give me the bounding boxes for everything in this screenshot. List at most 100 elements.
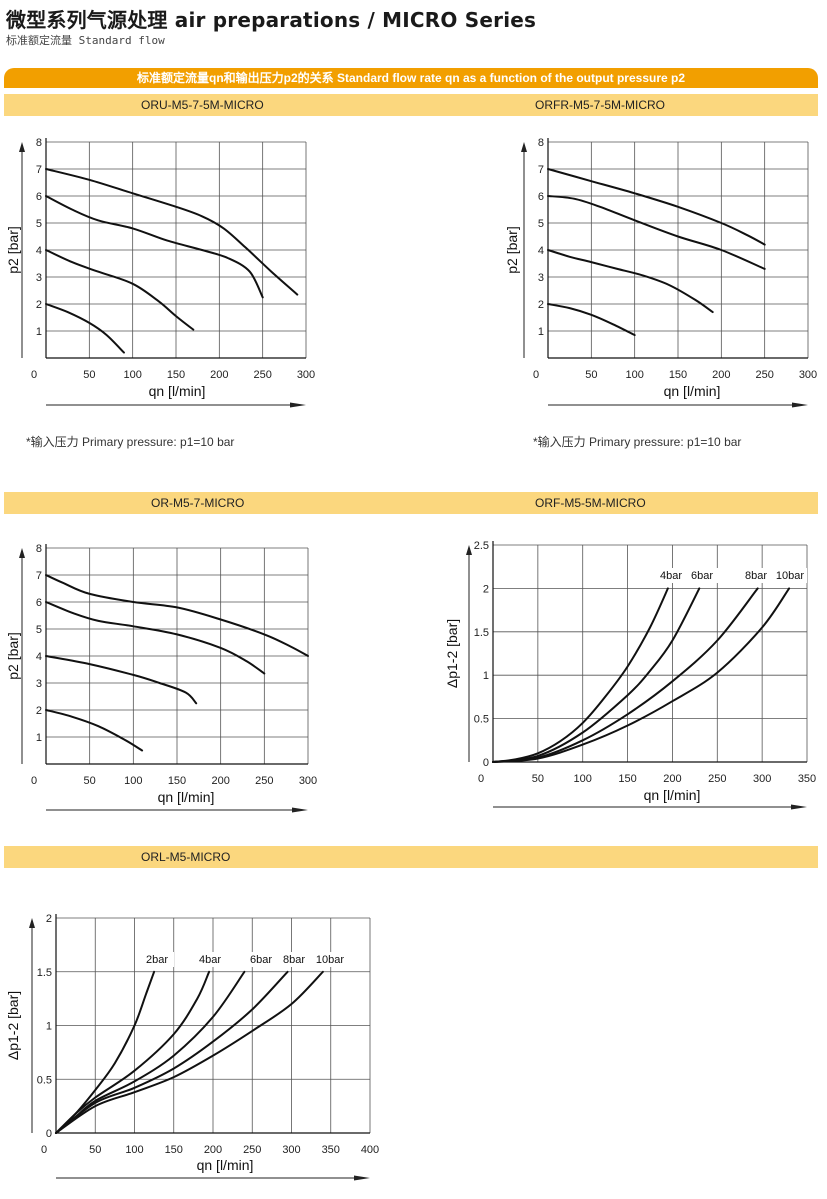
y-tick-label: 8: [36, 137, 42, 149]
series-label-bg: [140, 952, 174, 967]
y-tick-label: 2.5: [474, 540, 489, 552]
x-axis-label: qn [l/min]: [158, 789, 215, 805]
x-tick-label: 100: [123, 369, 141, 381]
y-tick-label: 1.5: [474, 627, 489, 639]
x-tick-label: 250: [243, 1144, 261, 1156]
series-line: [45, 303, 125, 354]
footnote-primary-pressure-left: *输入压力 Primary pressure: p1=10 bar: [26, 435, 235, 449]
x-arrow-head: [290, 402, 306, 408]
y-tick-label: 2: [36, 299, 42, 311]
series-line: [492, 587, 701, 763]
series-line: [45, 709, 144, 752]
x-tick-label: 300: [299, 775, 317, 787]
chart-title-orf: ORF-M5-5M-MICRO: [535, 496, 646, 510]
x-tick-label: 300: [799, 369, 817, 381]
y-tick-label: 1: [538, 326, 544, 338]
chart-title-or: OR-M5-7-MICRO: [151, 496, 245, 510]
y-tick-label: 8: [36, 543, 42, 555]
page-subtitle: 标准额定流量 Standard flow: [6, 34, 165, 47]
x-tick-label: 200: [712, 369, 730, 381]
y-tick-label: 2: [46, 913, 52, 925]
series-line: [547, 303, 636, 337]
x-tick-label: 0: [31, 369, 37, 381]
chart-title-band-1: ORU-M5-7-5M-MICRO ORFR-M5-7-5M-MICRO: [4, 94, 818, 116]
series-label: 10bar: [776, 570, 804, 582]
series-label: 8bar: [745, 570, 767, 582]
chart-title-band-3: ORL-M5-MICRO: [4, 846, 818, 868]
y-tick-label: 0.5: [474, 714, 489, 726]
y-tick-label: 1: [36, 732, 42, 744]
y-tick-label: 2: [483, 583, 489, 595]
section-heading: 标准额定流量qn和输出压力p2的关系 Standard flow rate qn…: [4, 68, 818, 88]
x-tick-label: 250: [708, 773, 726, 785]
series-label: 8bar: [283, 954, 305, 966]
chart-title-orl: ORL-M5-MICRO: [141, 850, 231, 864]
x-arrow-head: [791, 804, 807, 810]
y-tick-label: 4: [538, 245, 544, 257]
y-tick-label: 0: [46, 1128, 52, 1140]
series-label-bg: [739, 568, 773, 583]
y-tick-label: 6: [36, 597, 42, 609]
series-line: [55, 970, 324, 1134]
x-arrow-head: [354, 1175, 370, 1181]
y-tick-label: 3: [36, 678, 42, 690]
y-tick-label: 8: [538, 137, 544, 149]
y-arrow-head: [29, 918, 35, 928]
x-tick-label: 150: [167, 369, 185, 381]
series-label: 4bar: [660, 570, 682, 582]
x-tick-label: 350: [798, 773, 816, 785]
y-tick-label: 2: [538, 299, 544, 311]
series-line: [45, 601, 266, 675]
y-tick-label: 5: [36, 218, 42, 230]
y-tick-label: 4: [36, 245, 42, 257]
series-line: [492, 587, 791, 763]
footnote-primary-pressure-right: *输入压力 Primary pressure: p1=10 bar: [533, 435, 742, 449]
x-tick-label: 100: [125, 1144, 143, 1156]
series-label: 10bar: [316, 954, 344, 966]
x-tick-label: 50: [89, 1144, 101, 1156]
series-label-bg: [193, 952, 227, 967]
x-tick-label: 150: [618, 773, 636, 785]
y-axis-label: Δp1-2 [bar]: [5, 991, 21, 1060]
y-tick-label: 6: [538, 191, 544, 203]
x-tick-label: 0: [31, 775, 37, 787]
y-tick-label: 1: [483, 670, 489, 682]
y-axis-label: p2 [bar]: [5, 226, 21, 273]
y-axis-label: Δp1-2 [bar]: [444, 619, 460, 688]
x-tick-label: 200: [204, 1144, 222, 1156]
y-tick-label: 7: [36, 164, 42, 176]
chart-title-band-2: OR-M5-7-MICRO ORF-M5-5M-MICRO: [4, 492, 818, 514]
x-arrow-head: [292, 807, 308, 813]
x-tick-label: 250: [755, 369, 773, 381]
series-line: [45, 574, 309, 657]
y-tick-label: 0.5: [37, 1074, 52, 1086]
series-line: [492, 587, 669, 763]
y-tick-label: 5: [36, 624, 42, 636]
y-tick-label: 3: [36, 272, 42, 284]
series-label: 6bar: [250, 954, 272, 966]
series-label-bg: [654, 568, 688, 583]
series-line: [45, 195, 264, 299]
x-axis-label: qn [l/min]: [644, 787, 701, 803]
y-axis-label: p2 [bar]: [504, 226, 520, 273]
x-axis-label: qn [l/min]: [149, 383, 206, 399]
series-line: [547, 249, 714, 314]
series-label-bg: [685, 568, 719, 583]
x-tick-label: 0: [533, 369, 539, 381]
y-tick-label: 6: [36, 191, 42, 203]
x-tick-label: 200: [211, 775, 229, 787]
x-tick-label: 100: [574, 773, 592, 785]
x-tick-label: 400: [361, 1144, 379, 1156]
x-tick-label: 300: [753, 773, 771, 785]
x-tick-label: 100: [124, 775, 142, 787]
x-tick-label: 50: [585, 369, 597, 381]
x-tick-label: 0: [478, 773, 484, 785]
series-line: [45, 168, 299, 296]
x-tick-label: 150: [165, 1144, 183, 1156]
y-tick-label: 0: [483, 757, 489, 769]
x-tick-label: 250: [253, 369, 271, 381]
